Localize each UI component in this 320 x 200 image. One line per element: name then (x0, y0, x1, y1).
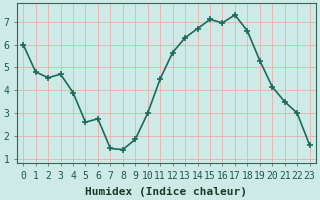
X-axis label: Humidex (Indice chaleur): Humidex (Indice chaleur) (85, 186, 247, 197)
